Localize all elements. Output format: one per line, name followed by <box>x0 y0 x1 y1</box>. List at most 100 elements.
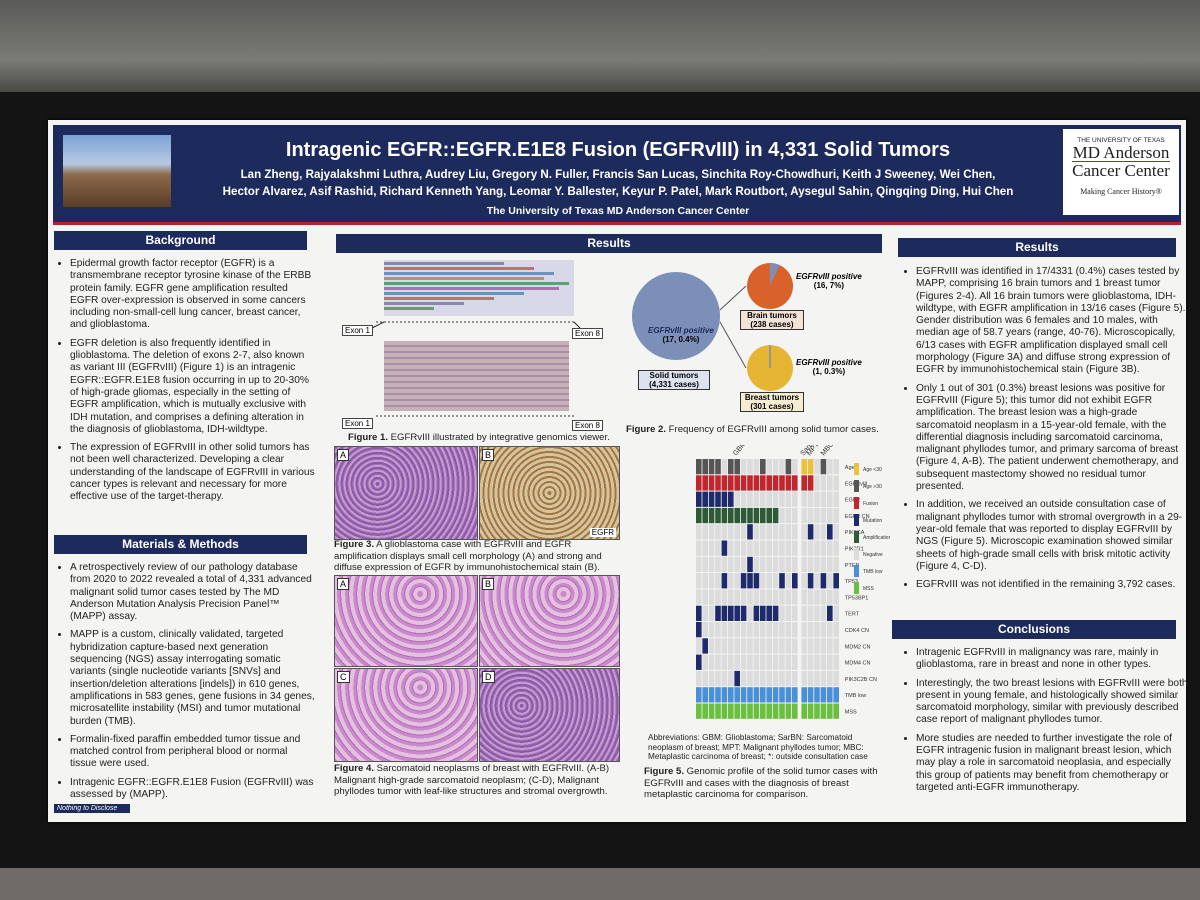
histology-image: D <box>479 668 620 762</box>
heatmap-cell <box>785 703 792 719</box>
heatmap-cell <box>814 654 820 670</box>
heatmap-cell <box>696 573 702 589</box>
figure-caption: Figure 2. Frequency of EGFRvIII among so… <box>626 424 886 436</box>
row-label: Age <box>845 465 855 471</box>
heatmap-cell <box>772 654 779 670</box>
bullet: EGFRvIII was not identified in the remai… <box>916 579 1188 591</box>
heatmap-cell <box>721 556 728 573</box>
row-label: MDM2 CN <box>845 644 871 650</box>
heatmap-cell <box>827 491 833 507</box>
heatmap-cell <box>734 638 740 654</box>
pie-label: EGFRvIII positive (17, 0.4%) <box>648 326 714 344</box>
heatmap-cell <box>814 507 820 524</box>
heatmap-cell <box>827 507 833 524</box>
heatmap-cell <box>820 638 827 654</box>
heatmap-cell <box>728 540 734 556</box>
heatmap-cell <box>833 638 839 654</box>
heatmap-cell <box>820 589 827 605</box>
heatmap-cell <box>814 459 820 475</box>
label-line: (238 cases) <box>750 320 794 329</box>
heatmap-cell <box>715 524 721 540</box>
heatmap-cell <box>747 540 753 556</box>
heatmap-cell <box>708 524 715 540</box>
section-heading: Results <box>336 234 882 253</box>
figure-caption: Figure 4. Sarcomatoid neoplasms of breas… <box>334 763 624 798</box>
heatmap-cell <box>740 459 747 475</box>
figure-label: Figure 2. <box>626 424 666 435</box>
figure-caption: Figure 5. Genomic profile of the solid t… <box>644 766 892 801</box>
legend-swatch <box>854 582 859 594</box>
legend-swatch <box>854 514 859 526</box>
heatmap-cell <box>833 687 839 703</box>
heatmap-cell <box>753 638 760 654</box>
bullet-list: A retrospectively review of our patholog… <box>56 562 316 807</box>
heatmap-cell <box>827 524 833 540</box>
label-line: Brain tumors <box>747 311 797 320</box>
heatmap-cell <box>772 605 779 621</box>
heatmap-cell <box>734 556 740 573</box>
heatmap-cell <box>696 703 702 719</box>
heatmap-cell <box>807 507 814 524</box>
figure-caption: Figure 3. A glioblastoma case with EGFRv… <box>334 539 624 574</box>
label-line: (1, 0.3%) <box>812 367 846 376</box>
heatmap-cell <box>779 491 785 507</box>
heatmap-cell <box>779 687 785 703</box>
heatmap-cell <box>827 670 833 687</box>
heatmap-cell <box>792 459 798 475</box>
heatmap-cell <box>747 507 753 524</box>
heatmap-cell <box>772 687 779 703</box>
heatmap-cell <box>785 507 792 524</box>
heatmap-cell <box>740 507 747 524</box>
heatmap-cell <box>715 573 721 589</box>
heatmap-cell <box>696 589 702 605</box>
heatmap-cell <box>801 573 807 589</box>
legend-swatch <box>854 565 859 577</box>
heatmap-cell <box>715 703 721 719</box>
heatmap-cell <box>827 475 833 491</box>
caption-text: EGFRvIII illustrated by integrative geno… <box>390 432 610 443</box>
disclosure: Nothing to Disclose <box>54 804 130 813</box>
heatmap-cell <box>760 556 766 573</box>
heatmap-cell <box>715 540 721 556</box>
heatmap-cell <box>753 687 760 703</box>
heatmap-cell <box>760 605 766 621</box>
igv-reads <box>384 262 569 310</box>
heatmap-cell <box>779 524 785 540</box>
heatmap-cell <box>721 491 728 507</box>
heatmap-cell <box>708 491 715 507</box>
heatmap-cell <box>715 556 721 573</box>
heatmap-cell <box>766 654 772 670</box>
legend-label: Fusion <box>863 501 878 507</box>
section-heading: Results <box>898 238 1176 257</box>
heatmap-cell <box>820 524 827 540</box>
bullet: The expression of EGFRvIII in other soli… <box>70 442 316 503</box>
heatmap-cell <box>772 540 779 556</box>
heatmap-cell <box>827 573 833 589</box>
heatmap-cell <box>785 622 792 638</box>
heatmap-cell <box>734 573 740 589</box>
heatmap-cell <box>807 459 814 475</box>
heatmap-cell <box>827 622 833 638</box>
heatmap-cell <box>766 459 772 475</box>
heatmap-cell <box>833 573 839 589</box>
heatmap-cell <box>734 670 740 687</box>
heatmap-cell <box>734 459 740 475</box>
heatmap-cell <box>785 654 792 670</box>
bullet-list: EGFRvIII was identified in 17/4331 (0.4%… <box>902 266 1188 597</box>
heatmap-cell <box>801 638 807 654</box>
heatmap-cell <box>740 589 747 605</box>
heatmap-cell <box>807 622 814 638</box>
heatmap-cell <box>753 556 760 573</box>
heatmap-cell <box>766 638 772 654</box>
ceiling <box>0 0 1200 100</box>
heatmap-cell <box>747 605 753 621</box>
heatmap-cell <box>702 475 708 491</box>
heatmap-cell <box>785 459 792 475</box>
heatmap-cell <box>807 703 814 719</box>
heatmap-cell <box>779 605 785 621</box>
heatmap-cell <box>760 638 766 654</box>
heatmap-cell <box>696 638 702 654</box>
heatmap-cell <box>807 524 814 540</box>
